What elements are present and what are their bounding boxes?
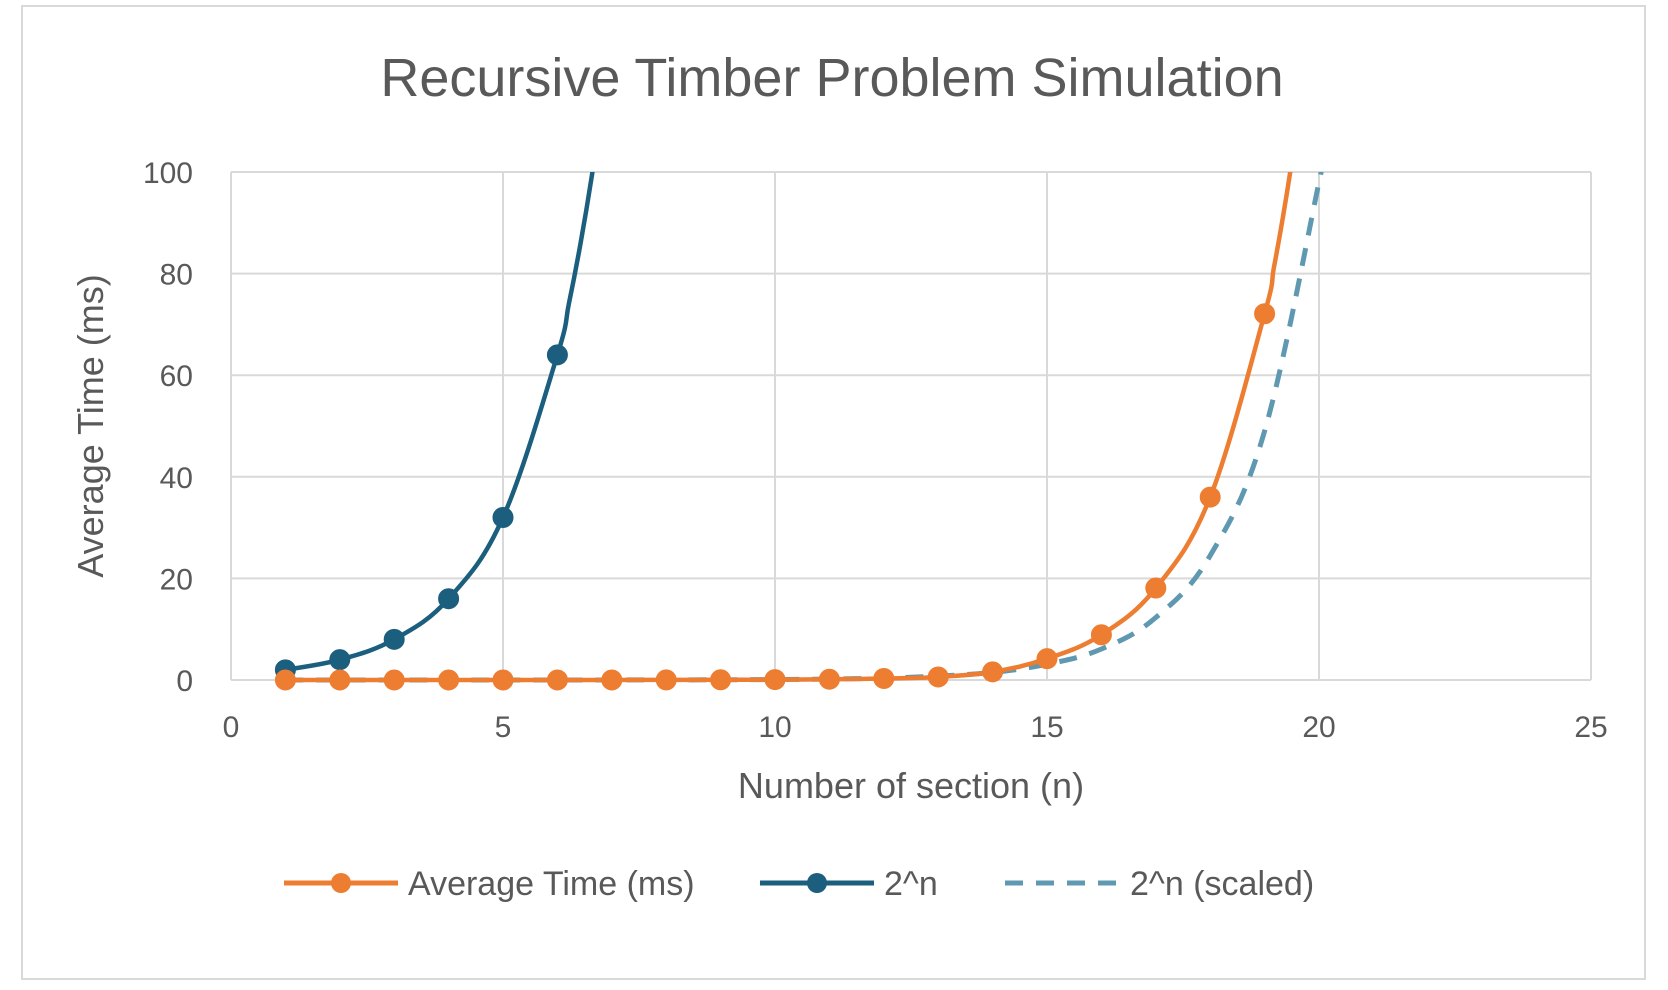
x-tick-label: 15 [1030,711,1063,744]
series-line-2-n [284,172,595,673]
point-average-time-ms [927,666,949,688]
x-tick-label: 0 [223,711,240,744]
y-tick-label: 60 [160,360,193,393]
marker-layer [274,303,1276,691]
y-tick-label: 20 [160,563,193,596]
legend-marker-average-time-ms [331,873,351,893]
point-average-time-ms [492,669,514,691]
point-average-time-ms [1145,577,1167,599]
point-2-n [438,588,460,610]
point-average-time-ms [818,668,840,690]
legend: Average Time (ms) 2^n 2^n (scaled) [284,865,1314,903]
y-tick-label: 80 [160,259,193,292]
point-average-time-ms [546,669,568,691]
gridlines [230,171,1592,681]
point-2-n [383,628,405,650]
y-axis-title: Average Time (ms) [70,274,111,577]
x-tick-label: 10 [758,711,791,744]
legend-marker-2-n [807,873,827,893]
y-tick-label: 0 [176,665,193,698]
point-average-time-ms [982,661,1004,683]
point-average-time-ms [329,669,351,691]
legend-label-2-n: 2^n [884,865,938,903]
chart-frame [21,5,1646,980]
point-average-time-ms [601,669,623,691]
point-average-time-ms [383,669,405,691]
point-average-time-ms [1090,624,1112,646]
x-tick-label: 25 [1574,711,1607,744]
legend-label-average-time-ms: Average Time (ms) [408,865,695,903]
x-tick-label: 20 [1302,711,1335,744]
chart-title: Recursive Timber Problem Simulation [380,48,1283,108]
point-average-time-ms [1254,303,1276,325]
point-2-n [492,506,514,528]
point-average-time-ms [1036,648,1058,670]
axes: 0 20 40 60 80 100 0 5 10 15 20 25 [143,157,1608,744]
point-average-time-ms [1199,486,1221,508]
point-average-time-ms [655,669,677,691]
point-average-time-ms [438,669,460,691]
point-average-time-ms [873,667,895,689]
x-tick-label: 5 [495,711,512,744]
legend-label-2-n-scaled: 2^n (scaled) [1130,865,1314,903]
point-2-n [546,344,568,366]
point-average-time-ms [764,669,786,691]
point-2-n [329,649,351,671]
point-average-time-ms [710,669,732,691]
point-average-time-ms [274,669,296,691]
y-tick-label: 40 [160,462,193,495]
x-axis-title: Number of section (n) [738,765,1084,806]
y-tick-label: 100 [143,157,193,190]
